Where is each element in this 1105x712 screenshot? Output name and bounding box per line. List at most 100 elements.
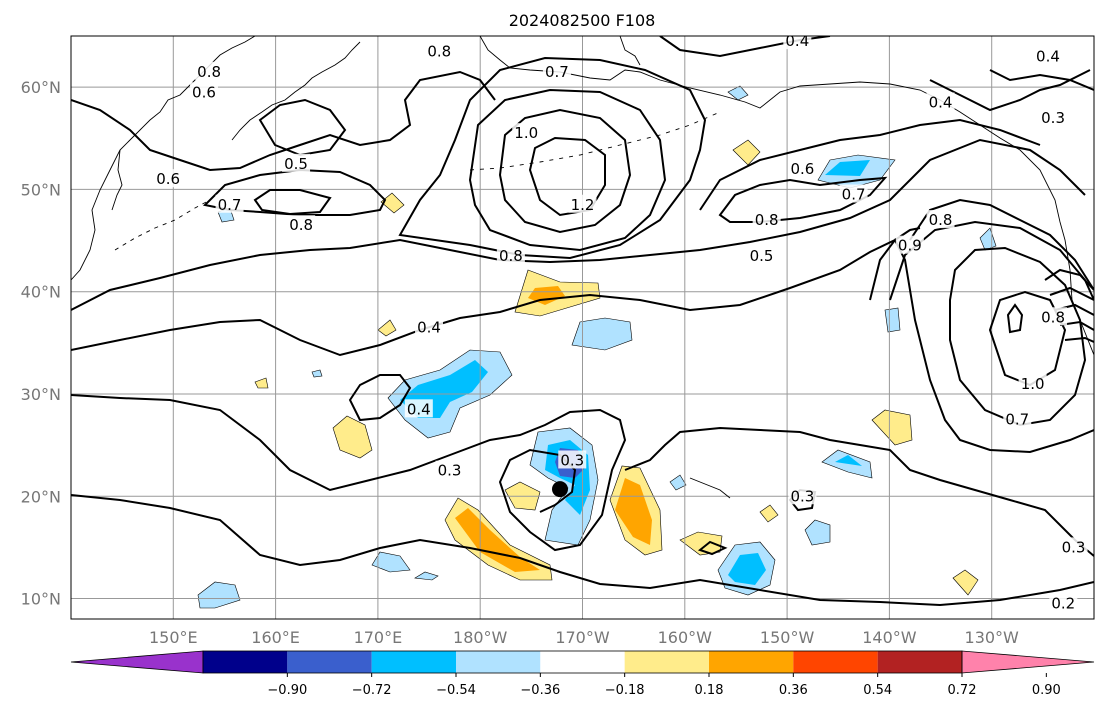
contour-label: 0.7: [842, 186, 866, 204]
negative-anomaly-14n-165e: [371, 551, 411, 573]
contour-1.0-east: [949, 246, 1087, 427]
contour-label: 0.8: [755, 211, 779, 229]
y-tick-labels: 10°N 20°N 30°N 40°N 50°N 60°N: [21, 78, 61, 608]
contour-label-bg: [1049, 593, 1078, 612]
contour-label: 0.8: [1041, 308, 1065, 326]
x-tick-label: 160°W: [658, 628, 713, 647]
chart-title: 2024082500 F108: [509, 11, 656, 30]
contours: [71, 36, 1094, 607]
contour-label: 0.4: [1036, 47, 1060, 65]
colorbar-tick-label: −0.36: [520, 683, 560, 698]
contour-label-bg: [215, 194, 244, 213]
contour-0.4: [71, 227, 921, 357]
contour-label: 0.6: [156, 170, 180, 188]
x-tick-label: 150°E: [149, 628, 198, 647]
colorbar-tick-label: 0.72: [948, 683, 977, 698]
negative-anomaly-22n-140w-core: [835, 455, 862, 466]
colorbar: −0.90 −0.72 −0.54 −0.36 −0.18 0.18 0.36 0.54 0.7…: [70, 650, 1095, 698]
contour-0.9: [909, 198, 1094, 291]
contour-label: 1.0: [1021, 375, 1045, 393]
colorbar-tick-label: 0.18: [695, 683, 724, 698]
y-tick-label: 30°N: [21, 385, 61, 404]
contour-label: 0.3: [560, 451, 584, 469]
negative-anomaly-60n-150w: [727, 85, 749, 101]
contour-label-bg: [154, 169, 183, 188]
contour-label-bg: [195, 61, 224, 80]
contour-label-bg: [747, 245, 776, 264]
colorbar-bin: [456, 651, 541, 673]
contour-label-bg: [496, 245, 525, 264]
colorbar-bin: [540, 651, 625, 673]
hawaii-islands: [689, 477, 731, 499]
colorbar-tick-label: −0.54: [436, 683, 476, 698]
contour-label: 0.8: [427, 42, 451, 60]
colorbar-bin: [287, 651, 372, 673]
contour-label-bg: [435, 460, 464, 479]
colorbar-tick-label: 0.90: [1032, 683, 1061, 698]
negative-anomaly-31n-163e: [311, 369, 323, 378]
contour-label-bg: [1039, 307, 1068, 326]
contour-label: 1.0: [514, 124, 538, 142]
positive-anomaly-18n-152w: [759, 504, 779, 523]
positive-anomaly-20n-165w-core: [615, 478, 652, 545]
contour-0.4-ne: [929, 69, 1091, 112]
contour-0.6-east: [699, 118, 1041, 211]
contour-0.3-west: [71, 394, 627, 552]
contour-0.8-center: [468, 88, 667, 252]
colorbar-extend-min: [70, 650, 204, 674]
colorbar-bin: [877, 651, 962, 673]
contour-label: 0.5: [750, 247, 774, 265]
contour-ring-37n-133w: [1006, 303, 1024, 334]
contour-label: 0.6: [192, 83, 216, 101]
x-tick-label: 150°W: [760, 628, 815, 647]
contour-label: 0.8: [289, 216, 313, 234]
storm-center-dot: [551, 481, 568, 498]
contour-label-bg: [926, 210, 955, 229]
contour-1.2-east: [988, 290, 1067, 387]
negative-anomaly-13n-150w-core: [728, 553, 766, 585]
colorbar-frame: [202, 650, 963, 674]
x-tick-label: 160°E: [251, 628, 300, 647]
colorbar-bin: [793, 651, 878, 673]
contour-label: 0.3: [1062, 538, 1086, 556]
negative-anomaly-16n-146w: [804, 519, 831, 546]
positive-anomaly-36n-170e: [377, 319, 397, 337]
kuril-islands: [114, 199, 211, 251]
contour-label-bg: [783, 36, 812, 50]
contour-1.0: [498, 108, 632, 234]
map-frame: [70, 35, 1095, 620]
contour-0.5-nw: [258, 98, 347, 157]
contour-label: 0.4: [785, 32, 809, 50]
y-tick-label: 60°N: [21, 78, 61, 97]
contour-0.5: [71, 138, 1086, 311]
contour-label-bg: [512, 123, 541, 142]
contour-0.7-north: [202, 168, 387, 216]
contour-0.8-west: [253, 189, 332, 216]
colorbar-extend-max: [961, 650, 1095, 674]
contour-0.3-ne: [989, 69, 1094, 91]
negative-anomaly-36n-138w: [884, 307, 901, 333]
shaded-anomalies: [197, 85, 997, 609]
contour-label-bg: [542, 61, 571, 80]
contour-label: 0.9: [898, 237, 922, 255]
positive-anomaly-20n-180-core: [455, 508, 540, 572]
positive-anomaly-24n-140w: [871, 409, 913, 446]
storm-center-marker: [551, 481, 568, 498]
negative-anomaly-50n-145w-core: [825, 160, 870, 176]
negative-anomaly-22n-140w: [821, 449, 873, 479]
contour-label-bg: [839, 184, 868, 203]
y-tick-label: 40°N: [21, 283, 61, 302]
contour-label: 0.8: [197, 63, 221, 81]
y-tick-label: 20°N: [21, 487, 61, 506]
map-area[interactable]: 0.8 0.7 0.5 0.6 0.7 0.8 1.0 1.2 0.8 0.4 0.6 0.7 0.8 0…: [71, 31, 1094, 619]
contour-1.2: [528, 136, 606, 217]
contour-label-bg: [415, 317, 444, 336]
contour-0.7-east-big: [869, 238, 1094, 454]
positive-anomaly-14n-157w: [679, 531, 723, 556]
contour-label: 0.3: [1041, 109, 1065, 127]
contour-label-bg: [282, 153, 311, 172]
contour-label: 0.8: [929, 211, 953, 229]
bering-strait-coast: [619, 36, 641, 66]
x-tick-label: 170°W: [555, 628, 610, 647]
